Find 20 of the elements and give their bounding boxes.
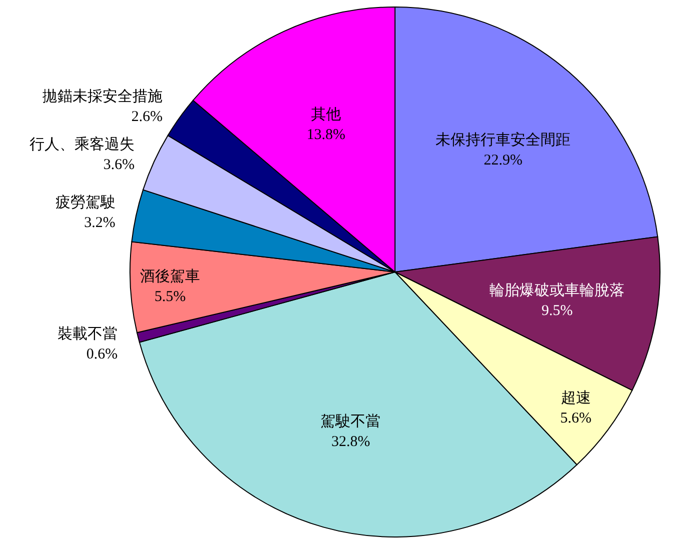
data-label: 0.6% (86, 346, 118, 363)
data-label: 13.8% (306, 126, 346, 143)
slice-label: 輪胎爆破或車輪脫落 (490, 282, 625, 299)
slice-label: 裝載不當 (58, 326, 118, 343)
data-label: 3.6% (103, 157, 135, 174)
data-label: 22.9% (484, 152, 523, 168)
slice-label: 未保持行車安全間距 (436, 131, 571, 148)
data-label: 5.5% (154, 289, 186, 306)
data-label: 2.6% (131, 109, 163, 126)
data-label: 5.6% (560, 410, 592, 426)
slice-label: 疲勞駕駛 (55, 194, 116, 211)
slice-label: 其他 (311, 106, 342, 123)
slice-label: 超速 (560, 389, 591, 406)
slice-label: 駕駛不當 (320, 413, 381, 430)
slice-label: 拋錨未採安全措施 (42, 88, 163, 106)
data-label: 9.5% (541, 302, 573, 319)
data-label: 32.8% (331, 434, 370, 450)
slice-label: 行人、乘客過失 (30, 136, 135, 154)
data-label: 3.2% (84, 214, 116, 231)
slice-label: 酒後駕車 (140, 268, 200, 286)
